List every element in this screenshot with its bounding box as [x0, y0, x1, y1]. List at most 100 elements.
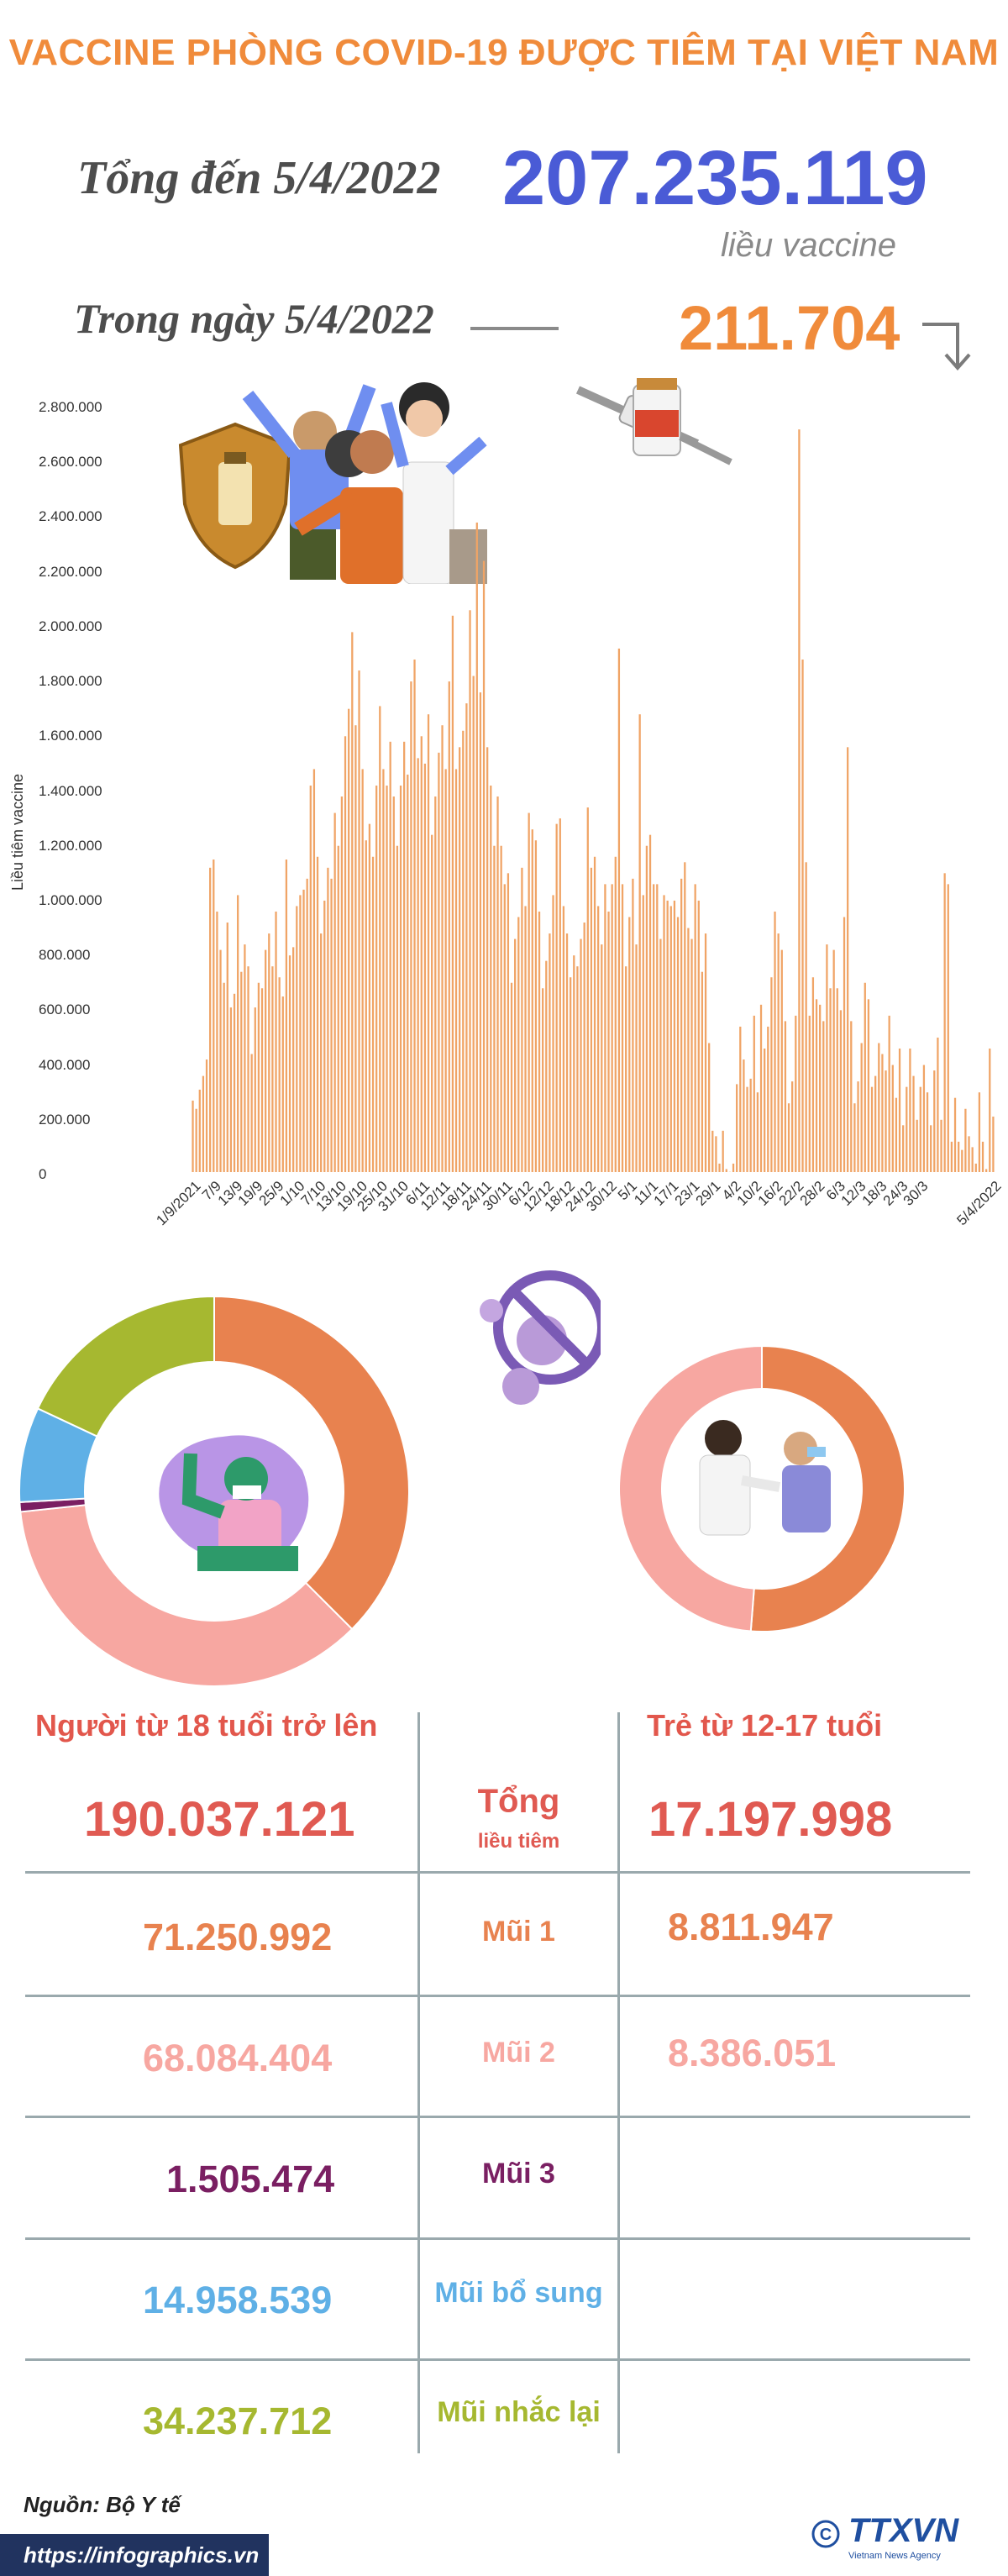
chart-bar	[392, 796, 395, 1172]
chart-bar	[573, 955, 575, 1172]
adult-booster-value: 34.237.712	[143, 2400, 333, 2442]
chart-bar	[503, 884, 506, 1172]
chart-bar	[195, 1108, 197, 1172]
chart-bar	[663, 895, 665, 1172]
chart-bar	[382, 769, 385, 1172]
chart-bar	[528, 812, 530, 1172]
chart-bar	[684, 862, 686, 1172]
chart-bar	[223, 982, 225, 1172]
chart-bar	[968, 1136, 970, 1172]
chart-bar	[507, 873, 510, 1172]
chart-bar	[244, 944, 246, 1172]
chart-bar	[711, 1130, 714, 1172]
chart-bar	[576, 966, 579, 1172]
chart-y-axis-label: Liều tiêm vaccine	[9, 773, 27, 891]
chart-bar	[801, 659, 804, 1172]
chart-bar	[417, 758, 419, 1172]
chart-bar	[808, 1015, 811, 1172]
chart-bar	[469, 610, 471, 1172]
chart-bar	[916, 1119, 918, 1172]
chart-bar	[919, 1086, 921, 1172]
adult-total-value: 190.037.121	[84, 1792, 355, 1847]
row-label-total: Tổng	[477, 1783, 560, 1820]
page-title: VACCINE PHÒNG COVID-19 ĐƯỢC TIÊM TẠI VIỆ…	[8, 32, 1000, 73]
child-dose2-value: 8.386.051	[668, 2032, 837, 2074]
chart-bar	[534, 840, 538, 1172]
chart-bar	[312, 769, 316, 1172]
chart-bar	[389, 741, 391, 1172]
chart-bar	[205, 1059, 208, 1172]
table-divider-right	[617, 1712, 620, 2453]
chart-bar	[635, 944, 638, 1172]
chart-bar	[614, 856, 617, 1172]
chart-bar	[881, 1054, 884, 1172]
chart-bar	[496, 796, 499, 1172]
chart-bar	[597, 906, 600, 1172]
chart-bar	[774, 911, 776, 1172]
chart-bar	[906, 1086, 908, 1172]
chart-bar	[780, 949, 783, 1172]
y-tick-label: 800.000	[39, 947, 91, 964]
chart-bar	[656, 884, 659, 1172]
chart-bar	[784, 1021, 787, 1172]
chart-bar	[607, 911, 610, 1172]
chart-bar	[642, 895, 644, 1172]
chart-bar	[961, 1149, 963, 1172]
adult-dose-donut-chart	[18, 1295, 410, 1687]
chart-bar	[517, 917, 520, 1172]
chart-bar	[265, 949, 267, 1172]
chart-bar	[653, 884, 655, 1172]
adult-dose1-value: 71.250.992	[143, 1916, 333, 1958]
chart-bar	[704, 933, 707, 1172]
chart-bar	[888, 1015, 890, 1172]
chart-bar	[302, 889, 305, 1172]
chart-bar	[510, 982, 513, 1172]
y-tick-label: 2.800.000	[39, 399, 102, 415]
chart-bar	[465, 703, 468, 1172]
chart-bar	[323, 900, 326, 1172]
chart-bar	[878, 1043, 880, 1172]
chart-bar	[371, 856, 375, 1172]
chart-bar	[694, 884, 696, 1172]
chart-bar	[836, 988, 838, 1172]
chart-bar	[736, 1084, 738, 1172]
chart-bar	[645, 845, 648, 1172]
chart-bar	[531, 829, 533, 1172]
chart-bar	[475, 522, 478, 1172]
y-tick-label: 1.400.000	[39, 782, 102, 799]
chart-bar	[278, 977, 281, 1172]
chart-bar	[625, 966, 627, 1172]
ttxvn-logo-subtitle: Vietnam News Agency	[848, 2551, 941, 2561]
child-total-value: 17.197.998	[648, 1792, 893, 1847]
chart-bar	[867, 999, 870, 1172]
chart-bar	[444, 769, 447, 1172]
chart-bar	[441, 725, 444, 1172]
chart-bar	[815, 999, 818, 1172]
chart-bar	[368, 823, 371, 1172]
chart-bar	[524, 906, 527, 1172]
y-tick-label: 200.000	[39, 1111, 91, 1128]
no-virus-icon	[480, 1270, 601, 1405]
table-row-divider	[25, 1871, 970, 1874]
chart-bar	[570, 977, 572, 1172]
chart-bar	[964, 1108, 967, 1172]
chart-bar	[767, 1026, 769, 1172]
chart-bar	[462, 730, 465, 1172]
chart-bar	[860, 1043, 863, 1172]
chart-bar	[247, 966, 249, 1172]
chart-bar	[864, 982, 866, 1172]
child-dose-donut-chart	[618, 1344, 906, 1632]
chart-bar	[978, 1092, 981, 1172]
chart-bar	[361, 769, 364, 1172]
chart-bar	[805, 862, 807, 1172]
chart-bar	[538, 911, 541, 1172]
chart-bar	[953, 1097, 957, 1172]
total-value: 207.235.119	[502, 135, 928, 221]
vaccine-dose-bar-chart	[192, 429, 995, 1172]
chart-bar	[715, 1136, 717, 1172]
y-tick-label: 400.000	[39, 1056, 91, 1073]
chart-bar	[320, 933, 323, 1172]
chart-bar	[288, 955, 291, 1172]
chart-bar	[431, 834, 433, 1172]
chart-bar	[545, 960, 548, 1172]
